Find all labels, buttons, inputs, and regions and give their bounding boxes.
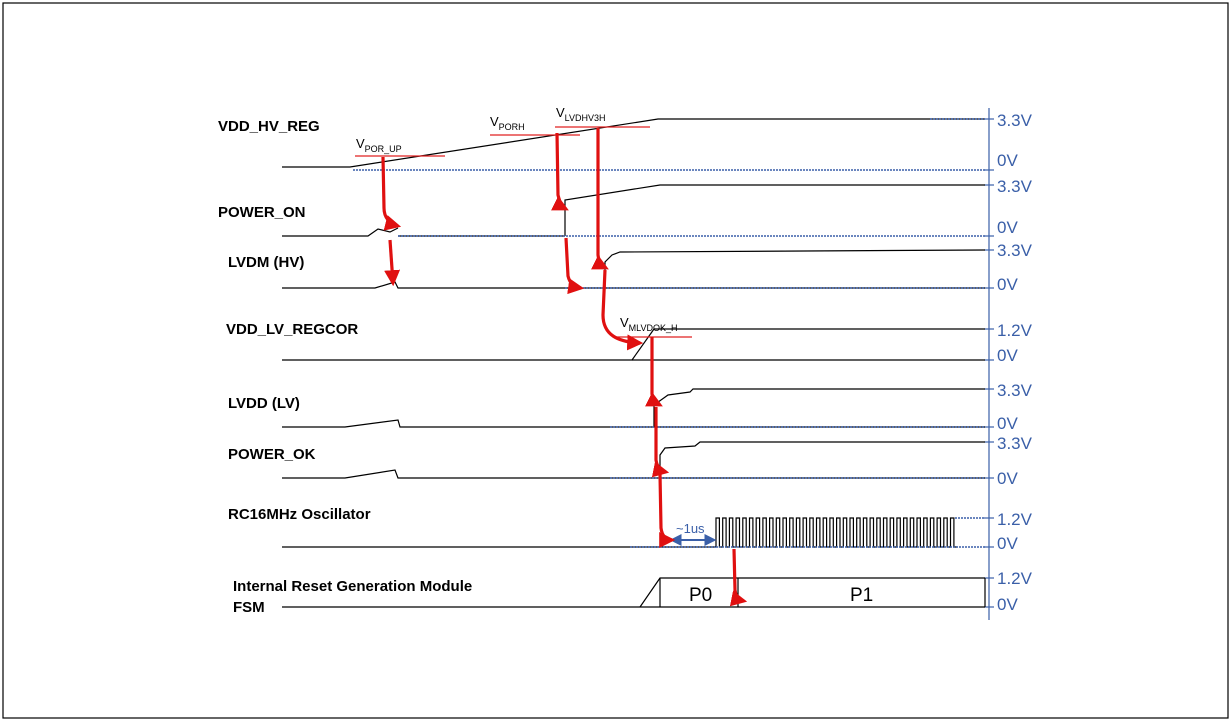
volt-high-lvdm-hv: 3.3V bbox=[997, 241, 1033, 260]
arrow-por-up-to-power-on bbox=[381, 156, 402, 231]
arrow-lvdm-to-vdd-lv-regcor bbox=[601, 269, 644, 351]
threshold-label-lvdhv3h: VLVDHV3H bbox=[556, 105, 606, 123]
oscillator-delay-marker: ~1us bbox=[669, 521, 717, 546]
signal-label-power-ok: POWER_OK bbox=[228, 446, 316, 463]
signal-label-lvdd-lv: LVDD (LV) bbox=[228, 395, 300, 412]
fsm-phase-p0: P0 bbox=[689, 585, 712, 606]
signal-label-rgm-fsm-line2: FSM bbox=[233, 599, 265, 616]
signal-label-vdd-hv-reg: VDD_HV_REG bbox=[218, 118, 320, 135]
threshold-label-mlvdok-h: VMLVDOK_H bbox=[620, 315, 678, 333]
arrow-power-ok-to-oscillator bbox=[658, 473, 676, 548]
threshold-lvdhv3h: VLVDHV3H bbox=[555, 105, 650, 128]
volt-low-power-on: 0V bbox=[997, 218, 1018, 237]
fsm-phase-p1: P1 bbox=[850, 585, 873, 606]
threshold-porh: VPORH bbox=[490, 114, 580, 136]
volt-low-lvdd-lv: 0V bbox=[997, 414, 1018, 433]
waveform-lvdm-hv bbox=[282, 249, 986, 289]
arrow-porh-to-power-on bbox=[550, 132, 569, 211]
causality-arrows bbox=[381, 128, 748, 607]
arrow-lvdhv3h-to-lvdm bbox=[590, 128, 609, 270]
waveform-rgm-fsm: P0 P1 bbox=[282, 577, 986, 608]
waveform-vdd-lv-regcor bbox=[282, 328, 985, 361]
volt-low-vdd-hv-reg: 0V bbox=[997, 151, 1018, 170]
volt-high-rc16mhz: 1.2V bbox=[997, 510, 1033, 529]
threshold-label-porh: VPORH bbox=[490, 114, 525, 132]
volt-high-lvdd-lv: 3.3V bbox=[997, 381, 1033, 400]
arrow-power-on-to-lvdm bbox=[384, 239, 401, 287]
volt-high-rgm-fsm: 1.2V bbox=[997, 569, 1033, 588]
signal-label-lvdm-hv: LVDM (HV) bbox=[228, 254, 304, 271]
volt-high-power-on: 3.3V bbox=[997, 177, 1033, 196]
voltage-axis-ticks bbox=[984, 118, 994, 608]
signal-label-rgm-fsm-line1: Internal Reset Generation Module bbox=[233, 578, 472, 595]
oscillator-delay-label: ~1us bbox=[676, 521, 705, 536]
volt-low-lvdm-hv: 0V bbox=[997, 275, 1018, 294]
volt-high-vdd-hv-reg: 3.3V bbox=[997, 111, 1033, 130]
volt-high-power-ok: 3.3V bbox=[997, 434, 1033, 453]
arrow-power-on-to-lvdm-low bbox=[564, 237, 585, 295]
waveform-lvdd-lv bbox=[282, 388, 985, 428]
volt-low-rgm-fsm: 0V bbox=[997, 595, 1018, 614]
volt-low-vdd-lv-regcor: 0V bbox=[997, 346, 1018, 365]
signal-label-power-on: POWER_ON bbox=[218, 204, 306, 221]
threshold-por-up: VPOR_UP bbox=[355, 136, 445, 157]
waveform-power-ok bbox=[282, 441, 985, 479]
volt-high-vdd-lv-regcor: 1.2V bbox=[997, 321, 1033, 340]
arrow-oscillator-to-fsm bbox=[729, 548, 748, 607]
waveform-vdd-hv-reg bbox=[282, 118, 985, 171]
waveform-power-on bbox=[282, 184, 985, 237]
arrow-mlvdok-to-lvdd bbox=[644, 337, 663, 407]
arrow-lvdd-to-power-ok bbox=[651, 407, 670, 478]
threshold-label-por-up: VPOR_UP bbox=[356, 136, 402, 154]
signal-label-vdd-lv-regcor: VDD_LV_REGCOR bbox=[226, 321, 358, 338]
waveform-rc16mhz bbox=[282, 517, 985, 548]
volt-low-power-ok: 0V bbox=[997, 469, 1018, 488]
signal-label-rc16mhz: RC16MHz Oscillator bbox=[228, 506, 371, 523]
threshold-mlvdok-h: VMLVDOK_H bbox=[615, 315, 692, 338]
volt-low-rc16mhz: 0V bbox=[997, 534, 1018, 553]
